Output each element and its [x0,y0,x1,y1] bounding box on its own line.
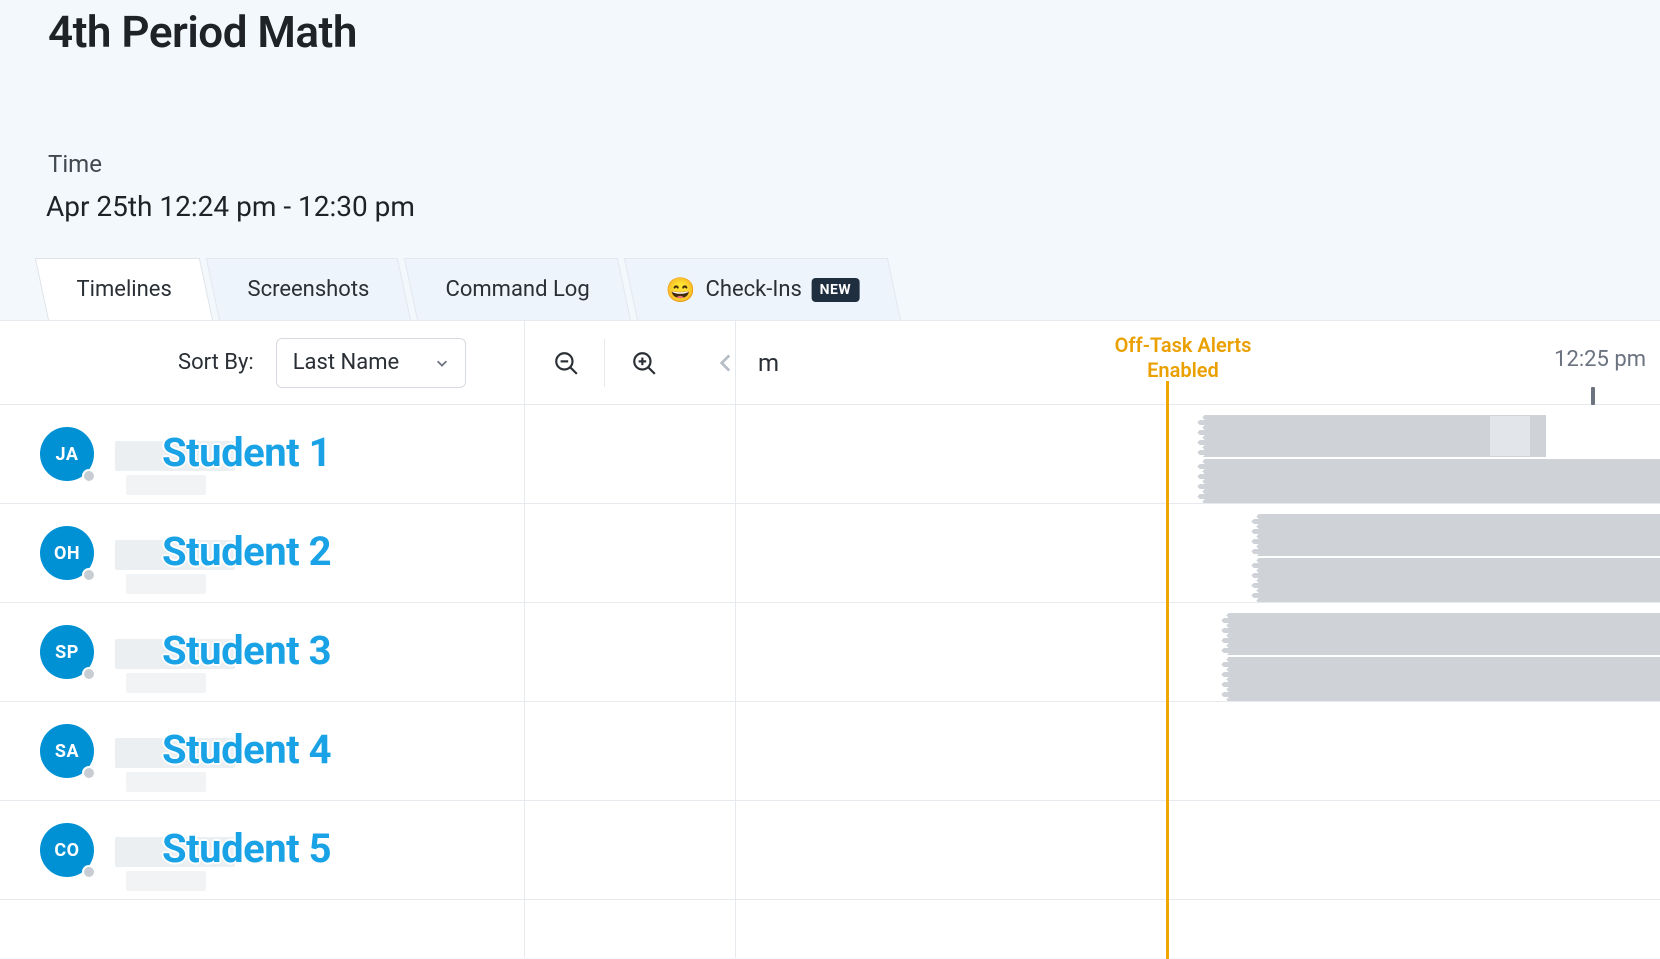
redacted-sub [126,673,206,693]
off-task-alerts-label: Off-Task Alerts Enabled [1083,333,1283,383]
student-row[interactable]: SP Student 3 [0,603,1660,702]
jagged-edge-icon [1219,657,1229,701]
student-overlay-label: Student 4 [162,726,331,773]
tab-label: Screenshots [248,277,370,302]
controls-row: Sort By: Last Name [0,321,1660,405]
jagged-edge-icon [1195,415,1205,457]
scroll-left-button[interactable] [702,339,750,387]
zoom-in-icon [631,350,657,376]
zoom-out-icon [553,350,579,376]
avatar-wrap: SP [40,625,94,679]
divider [604,339,605,387]
jagged-edge-icon [1219,613,1229,655]
timeline-bar[interactable] [1250,558,1660,602]
tab-timelines[interactable]: Timelines [35,258,213,320]
student-row[interactable]: JA Student 1 [0,405,1660,504]
timeline-thumb[interactable] [1490,416,1530,456]
zoom-in-button[interactable] [620,339,668,387]
tab-checkins[interactable]: 😄 Check-Ins NEW [624,258,901,320]
timeline-bar[interactable] [1250,514,1660,556]
student-overlay-label: Student 2 [162,528,331,575]
chevron-down-icon [435,356,449,370]
time-range: Apr 25th 12:24 pm - 12:30 pm [46,190,415,223]
main-panel: Sort By: Last Name [0,320,1660,958]
timeline-bar[interactable] [1196,459,1660,503]
jagged-edge-icon [1249,514,1259,556]
timeline-start-fragment: m [758,349,779,377]
tab-label: Timelines [77,277,172,302]
zoom-out-button[interactable] [542,339,590,387]
tab-screenshots[interactable]: Screenshots [206,258,411,320]
timeline-bar[interactable] [1220,657,1660,701]
sort-select[interactable]: Last Name [276,338,466,388]
sort-selected-value: Last Name [293,350,399,375]
student-overlay-label: Student 3 [162,627,331,674]
status-dot-offline [82,568,96,582]
status-dot-offline [82,667,96,681]
time-header-1225: 12:25 pm [1554,347,1646,372]
student-overlay-label: Student 5 [162,825,331,872]
time-label: Time [48,150,102,178]
student-row[interactable]: OH Student 2 [0,504,1660,603]
status-dot-offline [82,469,96,483]
chevron-left-icon [713,350,739,376]
student-overlay-label: Student 1 [162,429,331,476]
student-row[interactable]: SA Student 4 [0,702,1660,801]
avatar-wrap: OH [40,526,94,580]
new-badge: NEW [812,278,860,302]
redacted-sub [126,871,206,891]
redacted-sub [126,574,206,594]
smile-icon: 😄 [666,278,696,302]
tab-label: Command Log [446,277,590,302]
tab-label: Check-Ins [706,277,802,302]
student-rows: JA Student 1 OH [0,405,1660,900]
avatar-wrap: JA [40,427,94,481]
page-title: 4th Period Math [48,6,357,58]
timeline-bar[interactable] [1220,613,1660,655]
tab-commandlog[interactable]: Command Log [404,258,631,320]
avatar-wrap: SA [40,724,94,778]
jagged-edge-icon [1249,558,1259,602]
redacted-sub [126,475,206,495]
sort-by-label: Sort By: [178,350,254,375]
jagged-edge-icon [1195,459,1205,503]
alert-marker-line [1166,381,1169,959]
time-tick-1225 [1591,387,1595,405]
avatar-wrap: CO [40,823,94,877]
status-dot-offline [82,766,96,780]
student-row[interactable]: CO Student 5 [0,801,1660,900]
redacted-sub [126,772,206,792]
status-dot-offline [82,865,96,879]
tabs: Timelines Screenshots Command Log 😄 Chec… [48,258,901,320]
